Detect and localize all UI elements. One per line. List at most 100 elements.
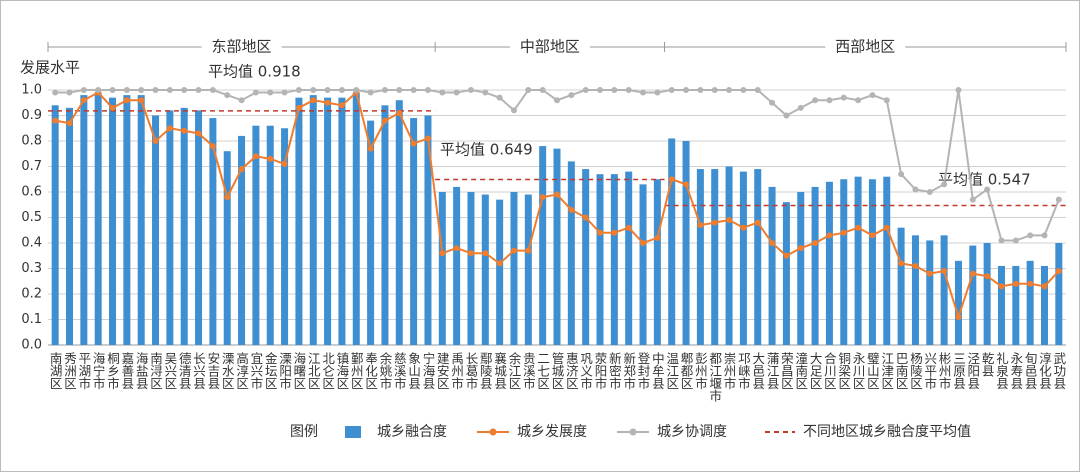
x-tick-label: 溧水区 (220, 352, 235, 390)
x-tick-label: 永川区 (851, 352, 866, 390)
line-marker (769, 240, 776, 246)
line-marker (955, 313, 962, 320)
line-marker (582, 87, 589, 93)
x-tick-label: 余姚市 (377, 351, 392, 390)
line-marker (955, 87, 962, 93)
bar (338, 97, 346, 346)
line-marker (295, 87, 302, 93)
line-marker (424, 135, 431, 142)
line-marker (754, 219, 761, 226)
bar (209, 118, 217, 345)
y-tick-label: 0.3 (21, 261, 42, 276)
line-marker (783, 252, 790, 259)
line-marker (439, 250, 446, 257)
y-tick-label: 0.2 (21, 287, 42, 302)
line-marker (396, 109, 403, 116)
line-marker (654, 234, 661, 241)
line-marker (711, 219, 718, 226)
x-tick-label: 杨陵区 (908, 351, 923, 390)
bar (66, 107, 74, 345)
line-marker (998, 237, 1005, 244)
line-marker (1055, 268, 1062, 275)
bar (94, 92, 102, 345)
x-tick-label: 南湖区 (48, 351, 63, 390)
x-tick-label: 都江堰市 (707, 352, 722, 402)
line-marker (353, 87, 360, 93)
line-marker (123, 87, 130, 93)
line-marker (912, 186, 919, 193)
line-marker (539, 194, 546, 201)
line-marker (453, 89, 460, 96)
x-tick-label: 三原县 (951, 352, 966, 390)
bar (668, 138, 676, 345)
bar (367, 120, 375, 345)
line-marker (826, 97, 833, 104)
bar (653, 179, 661, 345)
x-tick-label: 大足区 (808, 352, 823, 390)
line-marker (396, 87, 403, 93)
bar (969, 245, 977, 345)
x-tick-label: 乾县 (980, 352, 995, 377)
bar (309, 95, 317, 345)
line-marker (410, 87, 417, 93)
bar (711, 169, 719, 345)
line-marker (467, 250, 474, 257)
line-marker (1012, 280, 1019, 287)
legend-label: 城乡发展度 (517, 424, 587, 440)
bar (782, 202, 790, 345)
y-tick-label: 0.0 (21, 338, 42, 353)
line-marker (181, 87, 188, 93)
bar (137, 95, 145, 345)
line-marker (224, 92, 231, 99)
x-tick-label: 中牟县 (650, 351, 665, 390)
line-marker (597, 87, 604, 93)
line-marker (1055, 196, 1062, 203)
bar (954, 260, 962, 345)
bar (1012, 265, 1020, 345)
line-marker (568, 92, 575, 99)
x-tick-label: 南浔区 (148, 351, 163, 390)
line-marker (310, 87, 317, 93)
bar (424, 115, 432, 345)
line-marker (453, 245, 460, 252)
line-marker (510, 107, 517, 114)
region-label: 西部地区 (835, 38, 895, 56)
bar (754, 169, 762, 345)
x-tick-label: 秀洲区 (62, 352, 77, 390)
bar (352, 92, 360, 345)
x-tick-label: 温江区 (664, 352, 679, 390)
bar (195, 110, 203, 346)
bar (983, 243, 991, 345)
x-tick-label: 巩义市 (578, 352, 593, 390)
x-tick-label: 彬州市 (937, 352, 952, 390)
region-label: 中部地区 (520, 38, 580, 56)
line-marker (711, 87, 718, 93)
bar (768, 186, 776, 345)
line-marker (855, 224, 862, 231)
bar (80, 95, 88, 345)
line-marker (625, 224, 632, 231)
line-marker (812, 97, 819, 104)
x-tick-label: 嘉善县 (119, 352, 134, 390)
line-marker (525, 247, 532, 254)
bar (109, 97, 117, 346)
line-marker (80, 97, 87, 104)
bar (539, 146, 547, 345)
bar (238, 135, 246, 345)
region-label-bg (509, 38, 590, 56)
bar (868, 179, 876, 345)
line-marker (726, 87, 733, 93)
line-marker (611, 229, 618, 236)
bar (295, 97, 303, 346)
bar (739, 171, 747, 345)
line-marker (740, 224, 747, 231)
x-tick-label: 巴南区 (894, 352, 909, 390)
line-marker (668, 176, 675, 183)
line-marker (1027, 232, 1034, 239)
x-tick-label: 吴兴区 (162, 352, 177, 390)
line-marker (496, 260, 503, 267)
x-tick-label: 荣昌区 (779, 352, 794, 390)
x-tick-label: 武功县 (1051, 352, 1066, 390)
line-marker (252, 153, 259, 160)
line-marker (109, 87, 116, 93)
